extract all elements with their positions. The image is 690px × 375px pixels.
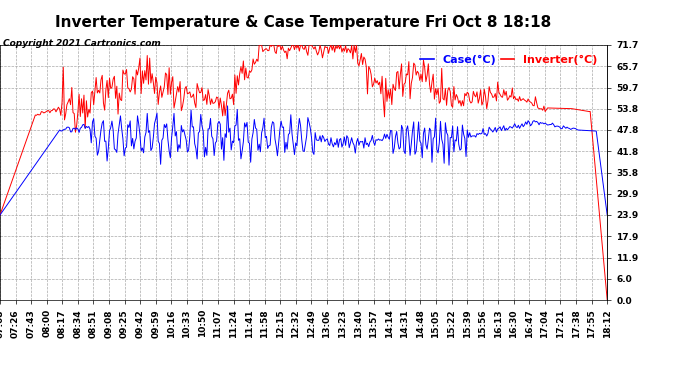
Text: Inverter Temperature & Case Temperature Fri Oct 8 18:18: Inverter Temperature & Case Temperature …: [55, 15, 552, 30]
Text: Copyright 2021 Cartronics.com: Copyright 2021 Cartronics.com: [3, 39, 161, 48]
Legend: Case(°C), Inverter(°C): Case(°C), Inverter(°C): [416, 51, 602, 69]
